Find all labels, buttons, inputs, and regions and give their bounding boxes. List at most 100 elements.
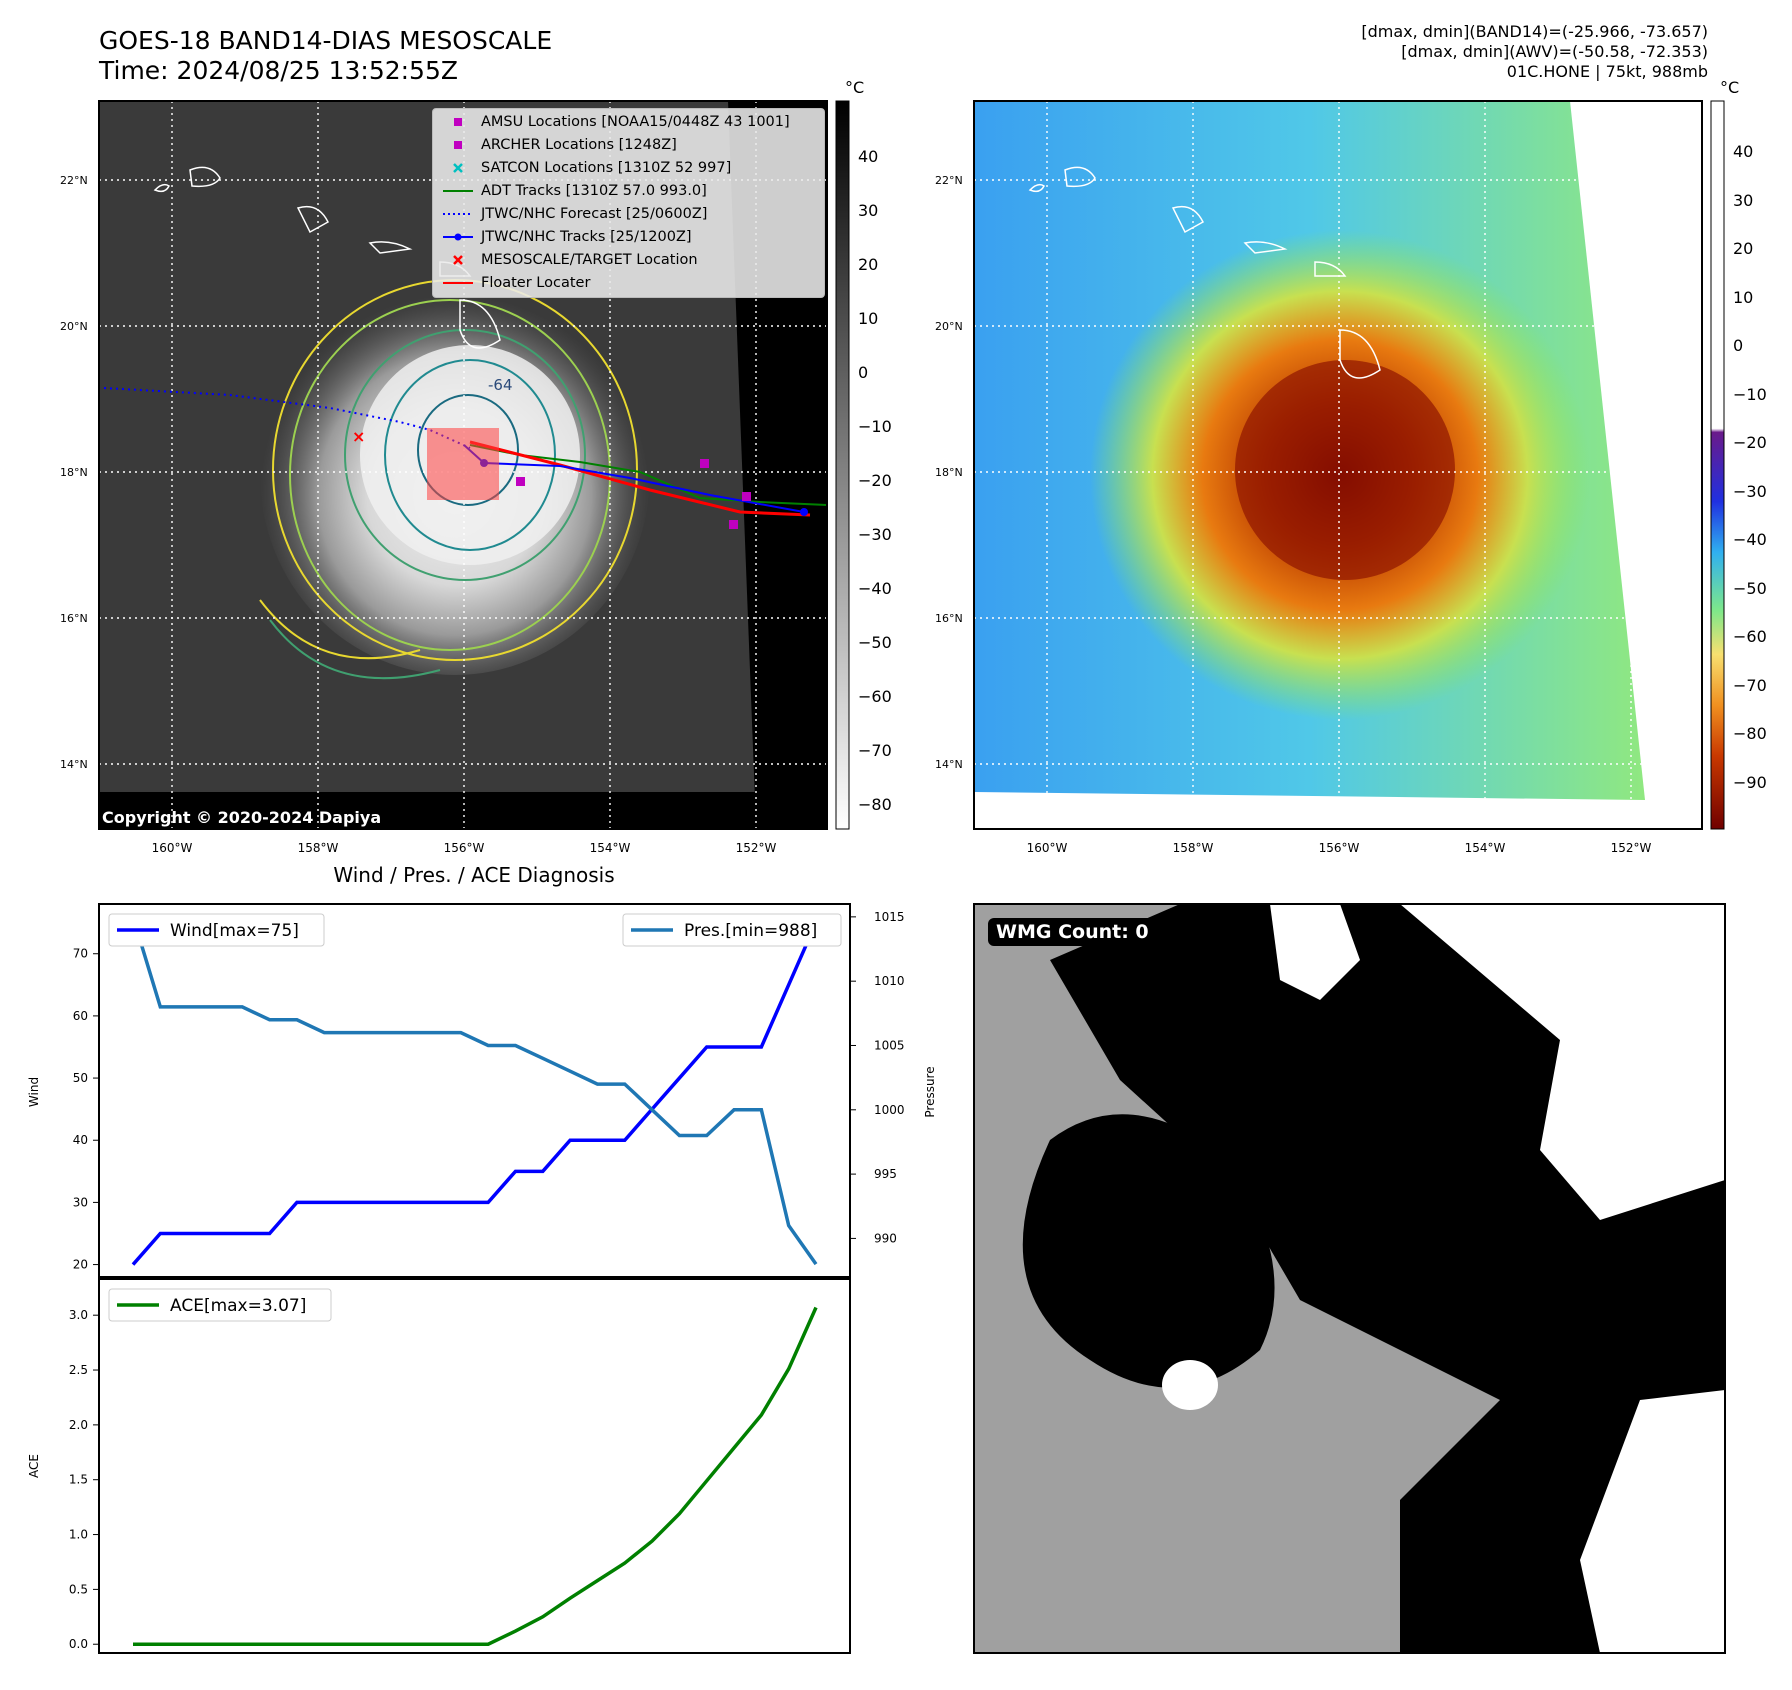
- lon-label: 160°W: [1027, 841, 1068, 855]
- legend-item-jtwc-forecast: JTWC/NHC Forecast [25/0600Z]: [433, 203, 824, 225]
- legend-item-adt: ADT Tracks [1310Z 57.0 993.0]: [433, 180, 824, 202]
- wind-axis-ticks: 70 60 50 40 30 20: [73, 947, 99, 1272]
- wind-tick-label: 50: [73, 1071, 88, 1085]
- stats-line-3: 01C.HONE | 75kt, 988mb: [1506, 62, 1708, 81]
- wmg-white-patch: [1580, 1390, 1725, 1653]
- colorbar-tick: −60: [858, 687, 892, 706]
- wv-gridlines: [974, 101, 1702, 829]
- wv-lon-labels: 160°W 158°W 156°W 154°W 152°W: [1027, 841, 1652, 855]
- legend-item-mesoscale: MESOSCALE/TARGET Location: [433, 249, 824, 271]
- wv-map-panel: [973, 100, 1703, 830]
- wv-colorbar: [1710, 100, 1725, 830]
- ace-legend: ACE[max=3.07]: [108, 1288, 332, 1322]
- colorbar-tick: 30: [1733, 191, 1753, 210]
- wv-colorbar-ticks: 40 30 20 10 0 −10 −20 −30 −40 −50 −60 −7…: [1733, 142, 1767, 792]
- lon-label: 152°W: [736, 841, 777, 855]
- lat-label: 22°N: [935, 174, 963, 187]
- wind-tick-label: 30: [73, 1195, 88, 1209]
- lat-label: 22°N: [60, 174, 88, 187]
- diagnosis-title: Wind / Pres. / ACE Diagnosis: [333, 863, 614, 887]
- x-marker-icon: [441, 157, 475, 179]
- square-marker-icon: [441, 111, 475, 133]
- lon-label: 158°W: [1173, 841, 1214, 855]
- wmg-white-region: [1400, 904, 1725, 1220]
- colorbar-tick: −30: [858, 525, 892, 544]
- colorbar-tick: 10: [1733, 288, 1753, 307]
- legend-item-floater: Floater Locater: [433, 272, 824, 294]
- pressure-legend: Pres.[min=988]: [622, 913, 842, 947]
- wv-storm-core: [1235, 360, 1455, 580]
- lat-label: 14°N: [935, 758, 963, 771]
- mesoscale-target-box: [427, 428, 499, 500]
- wmg-dark-blob: [1022, 1114, 1275, 1388]
- figure-title: GOES-18 BAND14-DIAS MESOSCALE Time: 2024…: [99, 26, 552, 86]
- ir-colorbar-ticks: 40 30 20 10 0 −10 −20 −30 −40 −50 −60 −7…: [858, 147, 892, 814]
- wmg-white-spot: [1162, 1360, 1218, 1410]
- colorbar-tick: −20: [1733, 433, 1767, 452]
- colorbar-tick: −60: [1733, 627, 1767, 646]
- ir-colorbar-unit: °C: [845, 78, 864, 97]
- colorbar-tick: 30: [858, 201, 878, 220]
- dotted-line-icon: [441, 203, 475, 225]
- ir-gridlines: [99, 101, 827, 829]
- archer-amsu-markers: [516, 459, 751, 529]
- lat-label: 18°N: [60, 466, 88, 479]
- square-marker-icon: [441, 134, 475, 156]
- ace-tick-label: 0.0: [69, 1637, 88, 1651]
- ir-map-frame: [98, 100, 828, 830]
- colorbar-tick: −70: [1733, 676, 1767, 695]
- colorbar-tick: 0: [1733, 336, 1743, 355]
- title-line-2: Time: 2024/08/25 13:52:55Z: [99, 56, 458, 85]
- wv-coastlines: [1028, 166, 1381, 379]
- lon-label: 156°W: [1319, 841, 1360, 855]
- colorbar-tick: 20: [1733, 239, 1753, 258]
- copyright-text: Copyright © 2020-2024 Dapiya: [102, 808, 381, 827]
- floater-locater-track: [469, 440, 811, 517]
- ace-tick-label: 3.0: [69, 1308, 88, 1322]
- pressure-axis-ticks: 1015 1010 1005 1000 995 990: [850, 910, 905, 1245]
- ir-lat-labels: 22°N 20°N 18°N 16°N 14°N: [60, 174, 88, 771]
- colorbar-tick: −10: [1733, 385, 1767, 404]
- lat-label: 20°N: [935, 320, 963, 333]
- wind-tick-label: 70: [73, 947, 88, 961]
- colorbar-tick: −40: [1733, 530, 1767, 549]
- wind-axis-label: Wind: [27, 1077, 41, 1107]
- colorbar-tick: −30: [1733, 482, 1767, 501]
- line-icon: [441, 272, 475, 294]
- legend-item-amsu: AMSU Locations [NOAA15/0448Z 43 1001]: [433, 111, 824, 133]
- wind-series-line: [131, 921, 818, 1266]
- wv-lat-labels: 22°N 20°N 18°N 16°N 14°N: [935, 174, 963, 771]
- stats-line-2: [dmax, dmin](AWV)=(-50.58, -72.353): [1401, 42, 1708, 61]
- contour-label: -64: [488, 376, 513, 394]
- pressure-tick-label: 1005: [874, 1038, 905, 1052]
- wmg-count-badge: WMG Count: 0: [988, 918, 1157, 946]
- ace-frame: [98, 1278, 851, 1654]
- legend-item-archer: ARCHER Locations [1248Z]: [433, 134, 824, 156]
- lat-label: 14°N: [60, 758, 88, 771]
- colorbar-tick: −10: [858, 417, 892, 436]
- colorbar-tick: −80: [1733, 724, 1767, 743]
- wv-map-frame: [973, 100, 1703, 830]
- wmg-frame: [973, 903, 1726, 1654]
- wind-legend-label: Wind[max=75]: [170, 921, 299, 941]
- ace-tick-label: 2.5: [69, 1363, 88, 1377]
- lat-label: 20°N: [60, 320, 88, 333]
- colorbar-tick: −90: [1733, 773, 1767, 792]
- pressure-tick-label: 990: [874, 1231, 897, 1245]
- lon-label: 154°W: [1465, 841, 1506, 855]
- pressure-tick-label: 1015: [874, 910, 905, 924]
- line-dot-icon: [441, 226, 475, 248]
- pressure-legend-label: Pres.[min=988]: [684, 921, 817, 941]
- wind-legend: Wind[max=75]: [108, 913, 325, 947]
- colorbar-tick: −50: [858, 633, 892, 652]
- pressure-axis-label: Pressure: [923, 1066, 937, 1117]
- colorbar-tick: −50: [1733, 579, 1767, 598]
- ace-series-line: [133, 1306, 818, 1646]
- wind-pressure-plot: 70 60 50 40 30 20 1015 1010 1005 1000 995 990 Wind…: [27, 903, 937, 1278]
- wv-colorbar-unit: °C: [1720, 78, 1739, 97]
- colorbar-tick: −70: [858, 741, 892, 760]
- colorbar-tick: 0: [858, 363, 868, 382]
- colorbar-tick: −40: [858, 579, 892, 598]
- ir-colorbar: [835, 100, 850, 830]
